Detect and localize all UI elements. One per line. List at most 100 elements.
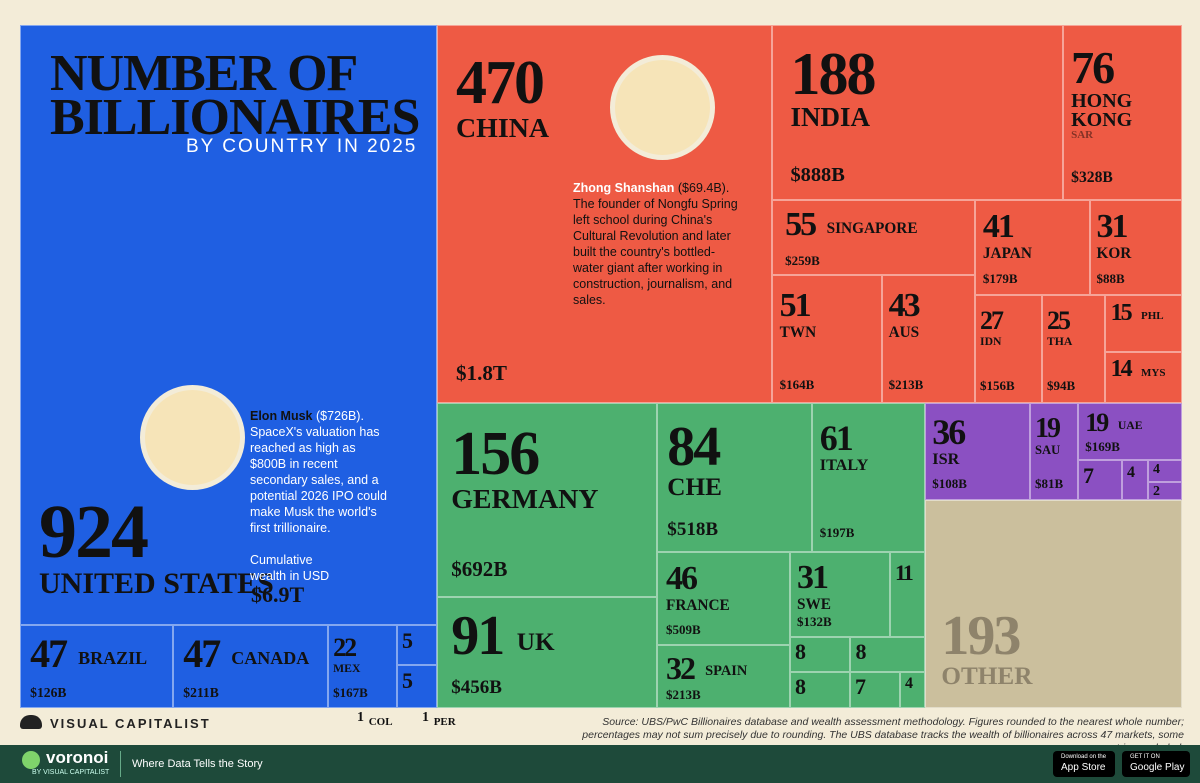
wealth-label: $94B [1047, 378, 1076, 394]
treemap-cell: 7 [850, 672, 900, 708]
category-label: OTHER [941, 663, 1033, 691]
wealth-label: $164B [779, 377, 815, 393]
count: 8 [795, 674, 806, 700]
count: 4 [1153, 462, 1160, 477]
category-label: UK [516, 628, 555, 656]
category-label: MYS [1141, 366, 1166, 379]
category-label: CANADA [231, 647, 310, 668]
treemap-cell: 31 KOR $88B [1090, 200, 1182, 295]
portrait [140, 385, 245, 490]
count: 11 [895, 560, 914, 586]
app-big: Google Play [1130, 762, 1185, 773]
wealth-label: $1.8T [456, 361, 507, 385]
wealth-label: $197B [819, 524, 855, 540]
category-label: SPAIN [705, 662, 748, 679]
category-label: SWE [797, 595, 832, 613]
count: 27 [980, 305, 1004, 335]
category-label: ISR [932, 450, 960, 469]
count: 19 [1035, 412, 1061, 444]
count: 41 [982, 208, 1015, 246]
category-label: BRAZIL [78, 647, 148, 668]
treemap-cell: 19 SAU $81B [1030, 403, 1078, 500]
annotation-text: ($69.4B). The founder of Nongfu Spring l… [573, 181, 738, 307]
category-label: FRANCE [665, 596, 730, 614]
count: 14 [1110, 356, 1133, 383]
category-label: THA [1047, 335, 1073, 349]
portrait [610, 55, 715, 160]
wealth-label: $126B [30, 685, 67, 701]
count: 84 [667, 415, 721, 478]
wealth-label: $888B [790, 163, 845, 186]
treemap-cell: 61 ITALY $197B [812, 403, 925, 552]
treemap-cell: 5 [397, 625, 437, 665]
brand-icon [20, 715, 42, 729]
treemap-cell: 4 [1148, 460, 1182, 482]
count: 188 [790, 41, 876, 107]
small-category: 1 PER [420, 709, 475, 728]
google-play-button[interactable]: GET IT ON Google Play [1122, 751, 1190, 777]
category-label: PHL [1141, 310, 1164, 323]
treemap-cell: 8 [790, 637, 850, 672]
wealth-label: $88B [1096, 271, 1125, 287]
treemap-cell: 7 [1078, 460, 1122, 500]
treemap-cell: 8 [850, 637, 925, 672]
count: 36 [932, 411, 966, 452]
treemap-cell: 924 UNITED STATES $6.9T [20, 25, 437, 625]
count: 47 [183, 630, 221, 676]
treemap-cell: 188 INDIA $888B [772, 25, 1063, 200]
count: 5 [402, 627, 413, 653]
category-label: COL [368, 715, 393, 728]
treemap-cell: 25 THA $94B [1042, 295, 1105, 403]
treemap-cell: 156 GERMANY $692B [437, 403, 657, 597]
annotation-name: Zhong Shanshan [573, 181, 675, 195]
count: 924 [39, 490, 149, 574]
wealth-label: $692B [451, 557, 508, 582]
category-label: CHE [667, 474, 722, 502]
brand: VISUAL CAPITALIST [50, 716, 211, 731]
treemap-cell: 5 [397, 665, 437, 708]
count: 47 [30, 630, 68, 676]
wealth-label: $179B [982, 271, 1018, 287]
annotation-name: Elon Musk [250, 409, 313, 423]
treemap-cell: 91 UK $456B [437, 597, 657, 708]
count: 31 [1096, 208, 1129, 246]
count: 8 [855, 639, 867, 665]
treemap-cell: 4 [1122, 460, 1148, 500]
footer-bar: voronoi BY VISUAL CAPITALIST Where Data … [0, 745, 1200, 783]
annotation: Elon Musk ($726B). SpaceX's valuation ha… [250, 408, 395, 536]
treemap-cell: 76 HONG KONG SAR $328B [1063, 25, 1182, 200]
count: 5 [402, 668, 413, 694]
treemap-cell: 84 CHE $518B [657, 403, 812, 552]
app-store-button[interactable]: Download on the App Store [1053, 751, 1115, 777]
wealth-label: $132B [797, 614, 832, 630]
wealth-label: $108B [932, 476, 967, 492]
wealth-label: $518B [667, 518, 719, 540]
category-sublabel: SAR [1071, 129, 1094, 142]
category-label: GERMANY [451, 484, 599, 516]
treemap-cell: 47 CANADA $211B [173, 625, 328, 708]
category-label: MEX [333, 662, 361, 676]
wealth-label: $213B [665, 686, 701, 702]
wealth-label: $6.9T [251, 582, 305, 607]
count: 43 [888, 287, 921, 325]
wealth-label: $169B [1085, 439, 1120, 455]
treemap-cell: 55 SINGAPORE $259B [772, 200, 975, 275]
chart-subtitle: BY COUNTRY IN 2025 [186, 136, 418, 157]
category-label: SAU [1035, 442, 1061, 457]
wealth-label: $156B [980, 378, 1015, 394]
treemap-cell: 470 CHINA $1.8T [437, 25, 772, 403]
footer-logo: voronoi [46, 748, 109, 767]
category-label: UNITED STATES [39, 567, 274, 601]
count: 193 [941, 605, 1021, 667]
category-label: ITALY [819, 456, 869, 475]
count: 91 [451, 605, 505, 668]
treemap-cell: 51 TWN $164B [772, 275, 882, 403]
treemap-cell: 47 BRAZIL $126B [20, 625, 173, 708]
footer-tagline: Where Data Tells the Story [132, 758, 263, 770]
treemap-cell: 11 [890, 552, 925, 637]
count: 4 [1127, 463, 1135, 481]
treemap-cell: 43 AUS $213B [882, 275, 975, 403]
wealth-label: $211B [183, 685, 219, 701]
category-label: HONG KONG SAR [1071, 91, 1176, 142]
